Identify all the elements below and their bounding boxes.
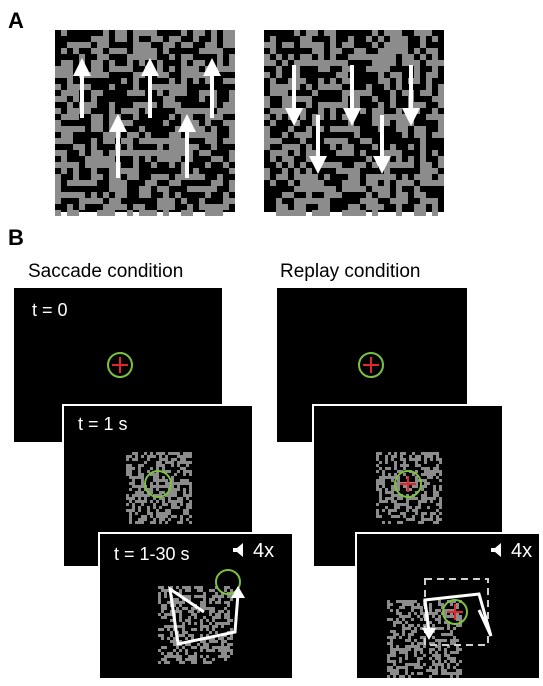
up-arrow xyxy=(73,58,91,118)
dot-texture xyxy=(126,452,192,524)
dot-texture xyxy=(387,600,462,678)
dot-patch xyxy=(126,452,192,524)
downward-motion-dots xyxy=(264,30,444,216)
fixation-circle xyxy=(394,470,422,498)
up-arrow xyxy=(141,58,159,118)
saccade-frame-3: t = 1-30 s 4x xyxy=(98,532,294,680)
saccade-condition-title: Saccade condition xyxy=(28,261,184,282)
down-arrow xyxy=(309,115,327,174)
playback-speed: 4x xyxy=(491,540,532,563)
fixation-circle xyxy=(215,569,241,595)
up-arrow xyxy=(178,114,196,178)
dot-texture xyxy=(264,30,444,216)
fixation-circle xyxy=(107,352,133,378)
fixation-target xyxy=(107,352,133,378)
fixation-circle xyxy=(442,599,468,625)
playback-speed: 4x xyxy=(233,540,274,563)
up-arrow xyxy=(203,58,221,118)
up-arrow xyxy=(109,114,127,178)
downward-arrows xyxy=(285,65,420,174)
down-arrow xyxy=(285,65,303,126)
downward-motion-stimulus xyxy=(264,30,444,216)
upward-motion-stimulus xyxy=(55,30,235,216)
time-label: t = 1-30 s xyxy=(114,544,190,564)
fixation-target xyxy=(358,352,384,378)
fixation-target xyxy=(144,470,172,498)
panel-b-label: B xyxy=(8,225,24,250)
upward-arrows xyxy=(73,58,221,178)
speed-label: 4x xyxy=(511,540,533,562)
time-label: t = 1 s xyxy=(78,414,128,434)
panel-a-label: A xyxy=(8,8,24,33)
dot-patch xyxy=(387,600,462,678)
fixation-target xyxy=(394,470,422,498)
speed-label: 4x xyxy=(253,540,275,562)
down-arrow xyxy=(343,65,361,126)
down-arrow xyxy=(402,65,420,126)
speaker-icon xyxy=(233,540,247,563)
saccade-path xyxy=(168,569,245,646)
speaker-icon xyxy=(491,540,505,563)
replay-condition-title: Replay condition xyxy=(280,261,421,282)
replay-frame-3: 4x xyxy=(355,532,541,680)
fixation-circle xyxy=(144,470,172,498)
replay-path xyxy=(422,578,493,646)
saccade-trajectory-arrow xyxy=(168,585,240,646)
previous-patch-outline xyxy=(424,578,489,646)
replay-trajectory-arrow xyxy=(423,592,493,637)
time-label: t = 0 xyxy=(32,300,68,320)
down-arrow xyxy=(373,115,391,174)
fixation-circle xyxy=(358,352,384,378)
